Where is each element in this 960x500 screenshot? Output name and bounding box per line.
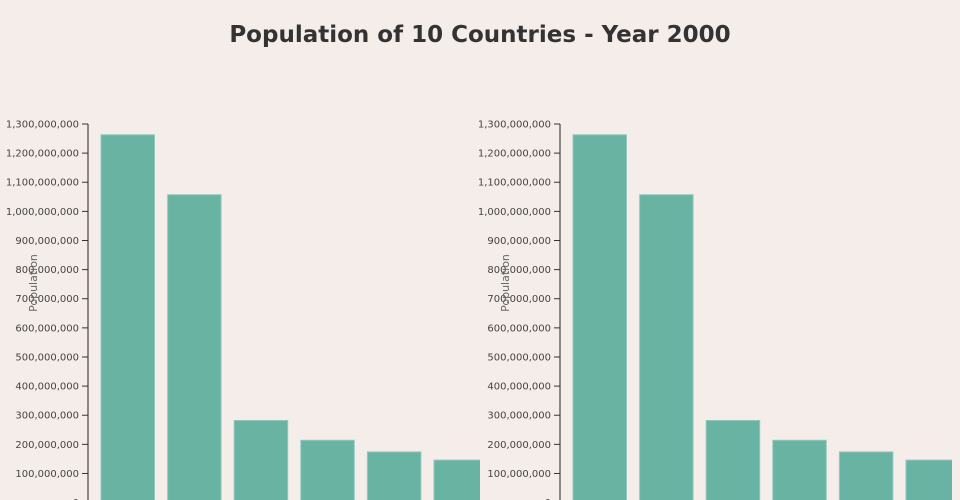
y-tick-label: 900,000,000 [487, 236, 551, 247]
y-tick-label: 900,000,000 [15, 236, 79, 247]
bar [167, 194, 222, 500]
y-tick-label: 1,200,000,000 [6, 149, 79, 160]
bar [639, 194, 694, 500]
bar [366, 451, 422, 500]
y-tick-label: 1,300,000,000 [478, 120, 551, 131]
bar [772, 439, 827, 500]
y-tick-label: 400,000,000 [15, 382, 79, 393]
y-axis-label: Population [499, 254, 512, 312]
chart-svg: 0 100,000,000 200,000,000 300,000,000 400,00… [478, 120, 952, 500]
y-tick-label: 0 [545, 498, 551, 500]
chart-title: Population of 10 Countries - Year 2000 [229, 22, 731, 48]
y-tick-label: 0 [73, 498, 79, 500]
y-tick-label: 800,000,000 [487, 265, 551, 276]
y-tick-label: 1,100,000,000 [478, 178, 551, 189]
y-tick-label: 700,000,000 [487, 294, 551, 305]
y-tick-label: 1,200,000,000 [478, 149, 551, 160]
y-tick-label: 200,000,000 [487, 440, 551, 451]
y-tick-label: 1,000,000,000 [478, 207, 551, 218]
bar [100, 134, 155, 500]
bar [233, 419, 289, 500]
bar [572, 134, 627, 500]
y-tick-label: 300,000,000 [487, 411, 551, 422]
y-tick-label: 100,000,000 [487, 469, 551, 480]
y-tick-label: 700,000,000 [15, 294, 79, 305]
bar-chart-right: 0 100,000,000 200,000,000 300,000,000 400,00… [472, 0, 952, 500]
y-tick-label: 200,000,000 [15, 440, 79, 451]
y-tick-label: 600,000,000 [487, 323, 551, 334]
bar-chart-left: 0 100,000,000 200,000,000 300,000,000 400,00… [6, 120, 480, 500]
y-tick-label: 1,100,000,000 [6, 178, 79, 189]
y-tick-label: 500,000,000 [487, 352, 551, 363]
bar [838, 451, 894, 500]
bar [905, 459, 952, 500]
y-tick-label: 1,000,000,000 [6, 207, 79, 218]
chart-svg: 0 100,000,000 200,000,000 300,000,000 400,00… [6, 120, 480, 500]
bar [300, 439, 355, 500]
bar [705, 419, 761, 500]
y-tick-label: 600,000,000 [15, 323, 79, 334]
y-tick-label: 1,300,000,000 [6, 120, 79, 131]
y-tick-label: 800,000,000 [15, 265, 79, 276]
bar [433, 459, 480, 500]
y-tick-label: 300,000,000 [15, 411, 79, 422]
y-tick-label: 100,000,000 [15, 469, 79, 480]
y-tick-label: 400,000,000 [487, 382, 551, 393]
y-axis-label: Population [27, 254, 40, 312]
y-tick-label: 500,000,000 [15, 352, 79, 363]
